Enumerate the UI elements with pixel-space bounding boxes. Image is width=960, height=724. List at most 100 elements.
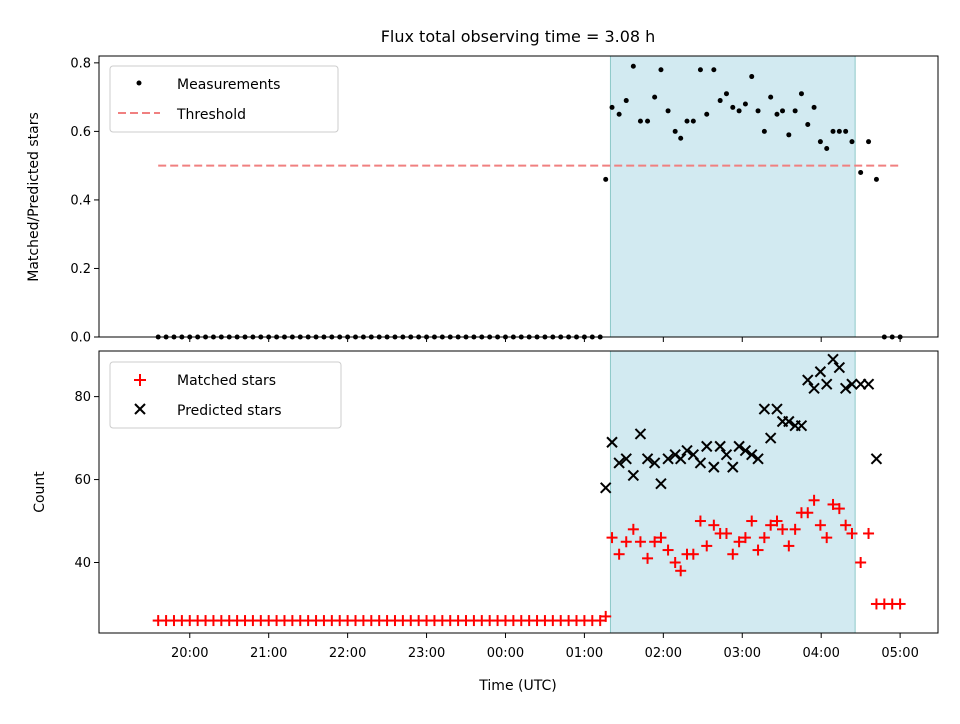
matched-star-point [821, 532, 833, 544]
predicted-star-point [752, 453, 764, 465]
legend-matched-label: Matched stars [177, 373, 276, 389]
predicted-star-point [821, 378, 833, 390]
x-tick-label: 03:00 [724, 646, 761, 661]
matched-star-point [701, 540, 713, 552]
predicted-star-point [833, 361, 846, 374]
measurement-point [798, 91, 804, 97]
measurement-point [849, 139, 855, 145]
observation-window-shade [609, 55, 856, 338]
predicted-star-point [681, 444, 693, 457]
predicted-star-point [720, 448, 733, 461]
x-tick-label: 02:00 [645, 646, 682, 661]
y-tick-label: 0.0 [70, 331, 91, 346]
matched-star-point [771, 515, 783, 527]
legend-matched-marker [134, 374, 146, 386]
predicted-star-point [839, 382, 852, 395]
observation-window-shade-bottom [609, 350, 856, 634]
measurement-point [792, 108, 798, 114]
matched-star-point [606, 532, 618, 544]
top-panel: 0.00.20.40.60.8 Matched/Predicted stars … [26, 55, 939, 346]
matched-star-point [627, 523, 639, 535]
x-tick-label: 01:00 [566, 646, 603, 661]
measurement-point [652, 94, 658, 100]
predicted-star-point [701, 440, 713, 453]
measurement-point [603, 176, 609, 182]
matched-star-point [814, 519, 826, 531]
predicted-star-point [758, 403, 771, 415]
top-legend: Measurements Threshold [109, 65, 339, 133]
measurement-point [843, 128, 849, 134]
shade-rect [609, 350, 856, 634]
predicted-star-point [846, 378, 858, 390]
predicted-star-point [733, 440, 745, 453]
measurement-point [830, 128, 836, 134]
predicted-star-point [600, 482, 612, 494]
measurement-point [665, 108, 671, 114]
predicted-star-point [862, 378, 875, 390]
predicted-star-point [694, 457, 707, 469]
measurement-point [678, 135, 684, 141]
predicted-star-point [620, 453, 632, 465]
measurement-points [155, 63, 903, 340]
measurement-point [873, 176, 879, 182]
top-x-ticks [189, 337, 901, 342]
matched-star-point [594, 615, 606, 627]
x-axis-label: Time (UTC) [478, 678, 556, 694]
matched-star-point [833, 503, 845, 515]
measurement-point [723, 91, 729, 97]
measurement-point [761, 128, 767, 134]
predicted-star-point [708, 461, 720, 473]
measurement-point [768, 94, 774, 100]
matched-star-point [827, 498, 839, 510]
matched-star-point [669, 557, 681, 568]
y-tick-label: 0.6 [70, 125, 91, 140]
bottom-panel: 40 60 80 20:00 21:00 22:00 23:00 00:00 01:00 02:… [32, 350, 939, 661]
predicted-star-point [764, 432, 777, 444]
matched-star-point [634, 536, 646, 548]
measurement-point [774, 111, 780, 117]
predicted-star-point [746, 448, 758, 461]
matched-star-point [720, 527, 732, 539]
measurement-point [690, 118, 696, 124]
matched-star-point [808, 494, 820, 506]
x-tick-label: 22:00 [329, 646, 366, 661]
bottom-y-ticks: 40 60 80 [74, 390, 99, 571]
matched-star-point [662, 544, 674, 556]
predicted-star-point [655, 477, 667, 490]
matched-star-point [649, 536, 661, 548]
measurement-point [623, 98, 629, 104]
matched-star-point [739, 532, 751, 544]
count-points [152, 353, 906, 627]
matched-star-point [765, 519, 777, 531]
measurement-point [609, 104, 615, 110]
predicted-star-point [648, 457, 661, 469]
x-tick-label: 21:00 [250, 646, 287, 661]
top-y-ticks: 0.0 0.2 0.4 0.6 0.8 [70, 56, 99, 346]
measurement-point [786, 132, 792, 138]
top-legend-box [109, 65, 339, 133]
bottom-legend: Matched stars Predicted stars [109, 361, 342, 429]
predicted-star-point [827, 353, 839, 366]
bottom-x-ticks: 20:00 21:00 22:00 23:00 00:00 01:00 02:00 03:00… [171, 633, 919, 661]
predicted-star-point [771, 403, 783, 415]
matched-star-point [846, 527, 858, 539]
measurement-point [755, 108, 761, 114]
measurement-point [697, 67, 703, 73]
matched-star-point [863, 527, 875, 539]
measurement-point [645, 118, 651, 124]
top-plot-frame [98, 55, 939, 338]
matched-star-point [746, 515, 758, 527]
measurement-point [616, 111, 622, 117]
matched-star-point [758, 532, 770, 544]
x-tick-label: 23:00 [408, 646, 445, 661]
measurement-point [711, 67, 717, 73]
matched-star-point [894, 598, 906, 610]
measurement-point [684, 118, 690, 124]
matched-star-point [655, 532, 667, 544]
measurement-point [817, 139, 823, 145]
measurement-point [749, 74, 755, 80]
legend-measurements-label: Measurements [177, 77, 280, 93]
matched-star-point [727, 548, 739, 560]
measurement-point [780, 108, 786, 114]
